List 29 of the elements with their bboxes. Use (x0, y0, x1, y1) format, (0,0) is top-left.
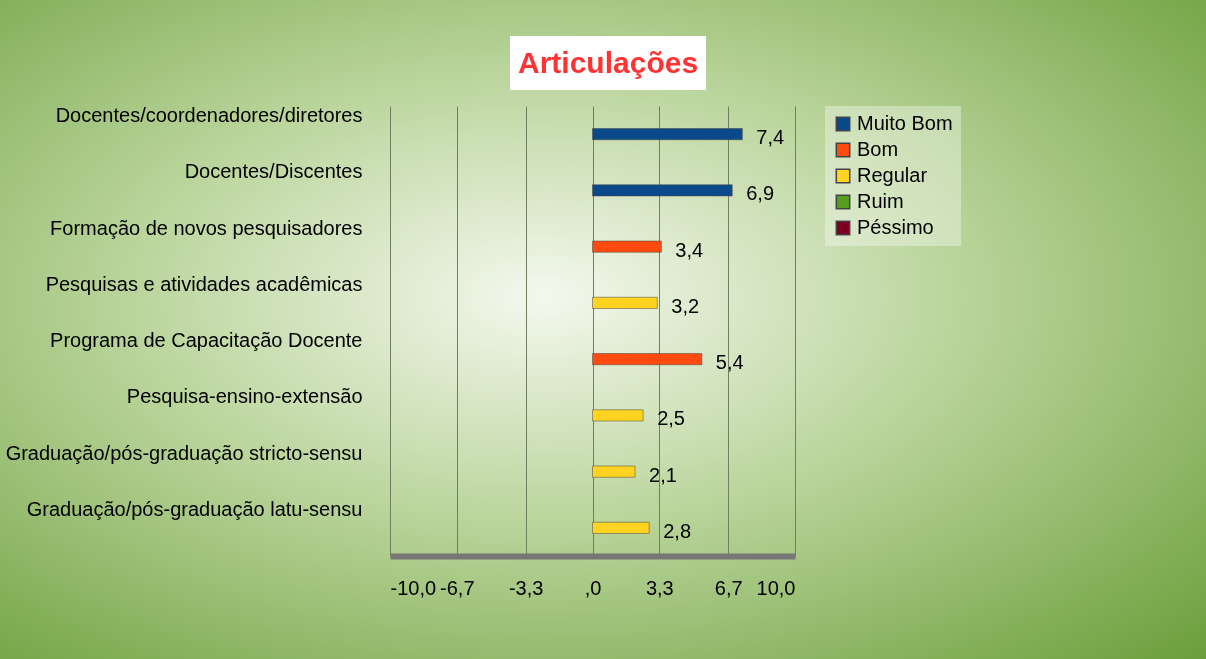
legend-label: Bom (857, 138, 899, 160)
x-tick-label: 6,7 (714, 576, 743, 599)
y-tick-label: Pesquisas e atividades acadêmicas (45, 272, 363, 295)
data-label: 2,5 (657, 407, 685, 430)
y-tick-label: Formação de novos pesquisadores (50, 216, 363, 239)
legend-label: Muito Bom (857, 112, 953, 134)
y-tick-label: Programa de Capacitação Docente (50, 329, 363, 352)
x-tick-label: -10,0 (390, 576, 437, 599)
legend-label: Ruim (857, 190, 904, 212)
y-tick-label: Docentes/coordenadores/diretores (55, 104, 363, 127)
data-label: 6,9 (746, 182, 775, 205)
x-tick-label: 3,3 (645, 576, 674, 599)
y-tick-label: Graduação/pós-graduação latu-sensu (26, 497, 363, 520)
chart-title: Articulações (510, 36, 707, 90)
x-tick-label: -3,3 (508, 576, 544, 599)
y-tick-label: Pesquisa-ensino-extensão (126, 385, 363, 408)
legend-label: Péssimo (857, 216, 934, 238)
data-label: 2,1 (649, 463, 677, 486)
data-label: 7,4 (756, 126, 785, 149)
x-tick-label: ,0 (584, 576, 602, 599)
data-label: 5,4 (715, 351, 744, 374)
data-label: 3,2 (671, 294, 700, 317)
x-tick-label: -6,7 (440, 576, 475, 599)
y-tick-label: Docentes/Discentes (184, 160, 363, 183)
data-label: 2,8 (663, 519, 692, 542)
y-tick-label: Graduação/pós-graduação stricto-sensu (5, 441, 363, 464)
x-tick-label: 10,0 (756, 576, 796, 599)
legend-label: Regular (857, 164, 928, 186)
data-label: 3,4 (675, 238, 704, 261)
